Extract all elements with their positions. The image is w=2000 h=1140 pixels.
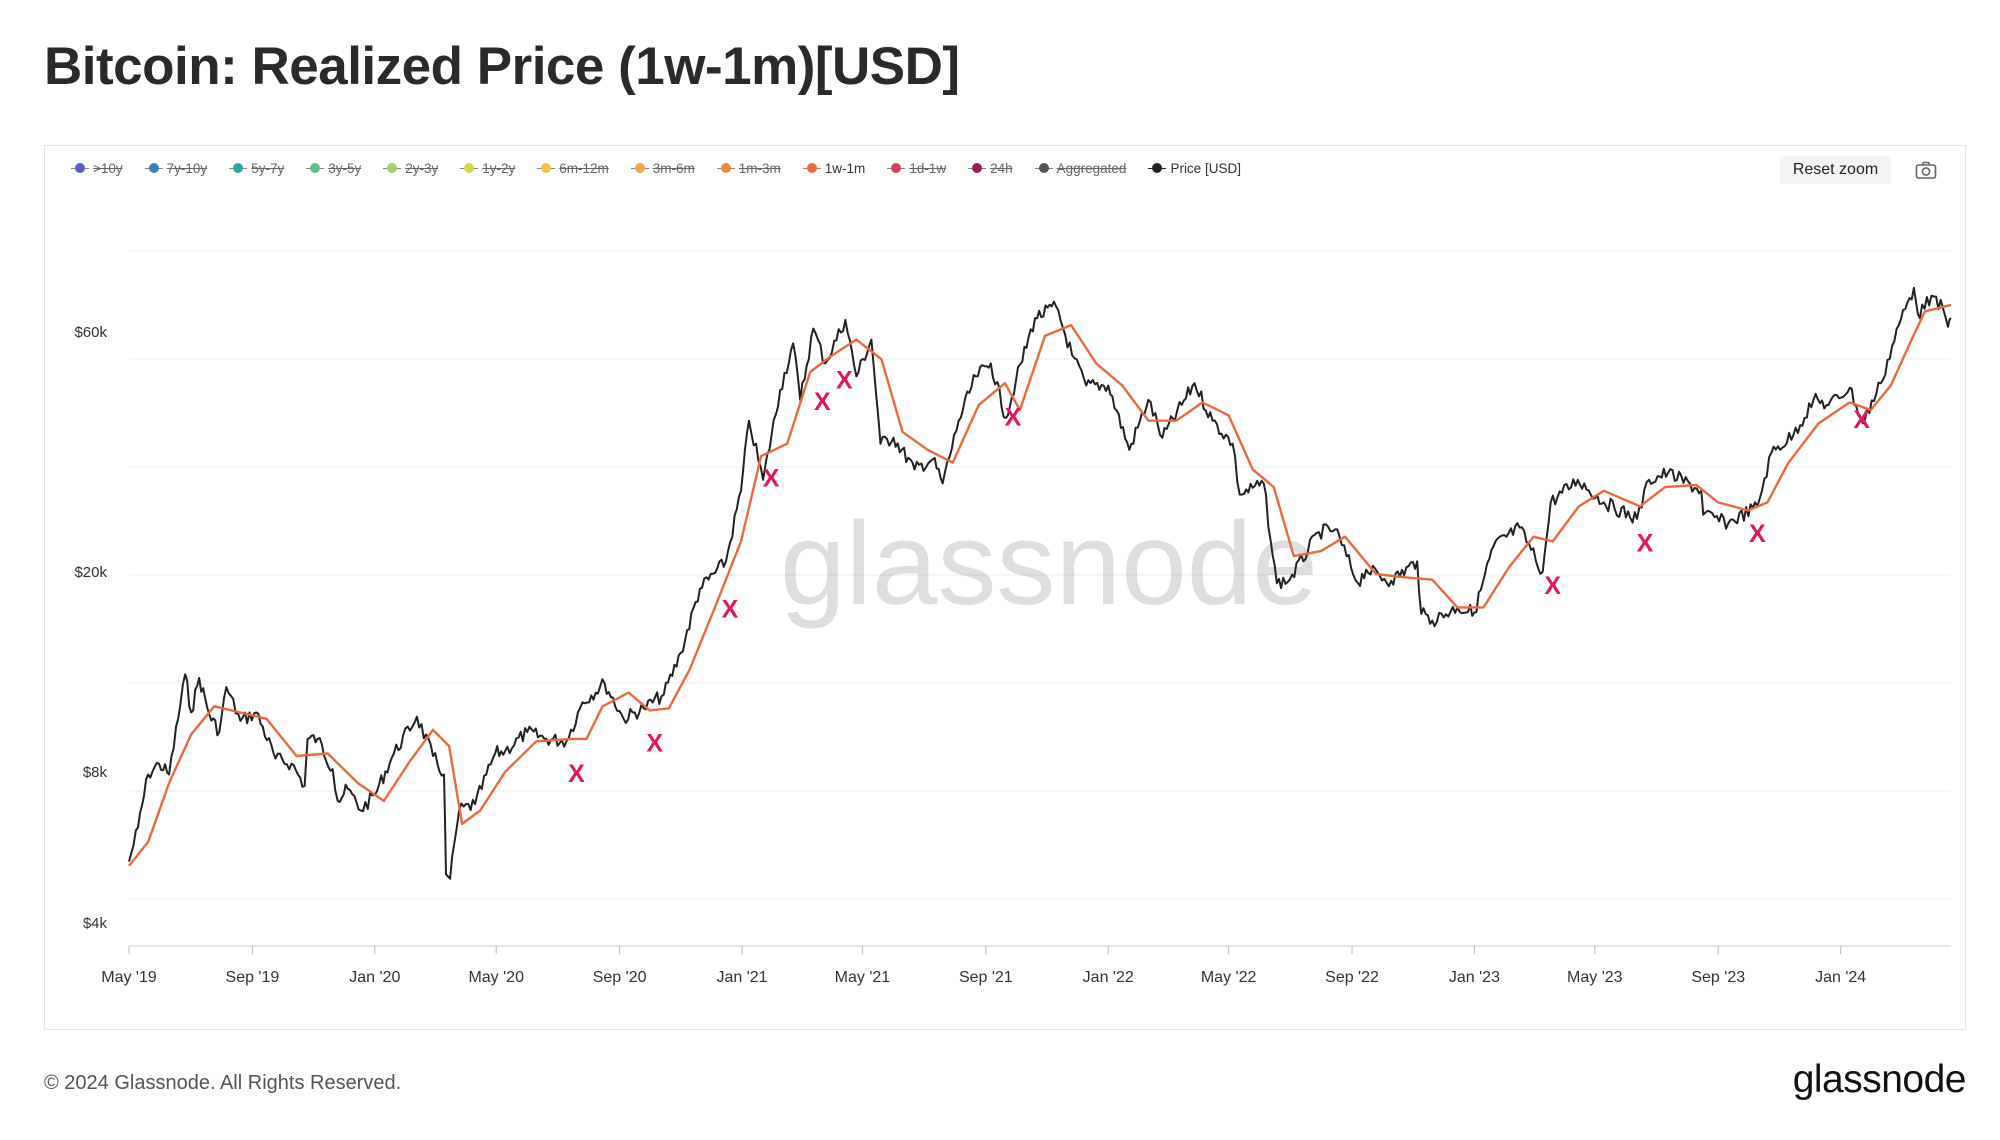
legend-label: 1d-1w — [909, 160, 947, 176]
reset-zoom-button[interactable]: Reset zoom — [1780, 156, 1891, 184]
legend-item-aggregated[interactable]: Aggregated — [1034, 160, 1127, 176]
legend-label: 2y-3y — [405, 160, 439, 176]
legend-label: >10y — [93, 160, 123, 176]
camera-icon[interactable] — [1915, 160, 1937, 180]
legend-marker-icon — [460, 162, 479, 174]
legend-marker-icon — [630, 162, 649, 174]
x-tick-label: May '22 — [1201, 969, 1257, 986]
legend: >10y 7y-10y 5y-7y 3y-5y 2y-3y 1y-2y 6m-12m 3m-6… — [71, 156, 1263, 180]
annotation-marker: X — [646, 729, 663, 757]
annotation-marker: X — [1005, 403, 1022, 431]
y-tick-label: $20k — [74, 564, 107, 581]
annotation-marker: X — [1637, 529, 1654, 557]
x-tick-label: Jan '20 — [349, 969, 400, 986]
x-tick-label: Jan '22 — [1083, 969, 1134, 986]
legend-label: 1m-3m — [738, 160, 781, 176]
legend-label: 7y-10y — [166, 160, 208, 176]
legend-label: 3y-5y — [328, 160, 362, 176]
x-tick-label: Sep '21 — [959, 969, 1013, 986]
legend-label: 1w-1m — [824, 160, 866, 176]
legend-item-3y-5y[interactable]: 3y-5y — [306, 161, 361, 176]
x-tick-label: Sep '22 — [1325, 969, 1379, 986]
footer-copyright: © 2024 Glassnode. All Rights Reserved. — [44, 1072, 402, 1094]
legend-label: Price [USD] — [1170, 160, 1241, 176]
y-tick-label: $8k — [83, 764, 108, 781]
legend-item-7y-10y[interactable]: 7y-10y — [144, 160, 208, 176]
legend-marker-icon — [229, 162, 248, 174]
legend-marker-icon — [968, 162, 987, 174]
x-tick-label: Sep '20 — [593, 969, 647, 986]
x-tick-label: Sep '19 — [226, 969, 280, 986]
legend-label: 1y-2y — [482, 160, 516, 176]
annotation-marker: X — [1853, 406, 1870, 434]
x-tick-label: May '21 — [835, 969, 891, 986]
legend-label: 3m-6m — [652, 160, 695, 176]
realized-price-1w-1m-line[interactable] — [128, 303, 1952, 867]
legend-item-1m-3m[interactable]: 1m-3m — [716, 160, 781, 176]
legend-item-10y[interactable]: >10y — [71, 161, 123, 176]
series — [128, 286, 1952, 880]
annotation-marker: X — [1544, 572, 1561, 600]
x-tick-label: Jan '23 — [1449, 969, 1500, 986]
grid — [129, 250, 1951, 900]
watermark: glassnode — [780, 498, 1318, 630]
x-tick-label: Jan '21 — [716, 969, 767, 986]
legend-label: 6m-12m — [559, 160, 609, 176]
legend-marker-icon — [383, 162, 402, 174]
x-tick-label: Sep '23 — [1691, 969, 1745, 986]
annotation-marker: X — [568, 760, 585, 788]
footer-logo[interactable]: glassnode — [1792, 1058, 1967, 1101]
legend-item-price-usd[interactable]: Price [USD] — [1148, 161, 1241, 176]
legend-marker-icon — [716, 162, 735, 174]
annotation-marker: X — [722, 595, 739, 623]
legend-item-1d-1w[interactable]: 1d-1w — [887, 161, 946, 176]
x-tick-label: May '19 — [101, 969, 157, 986]
annotation-marker: X — [1749, 520, 1766, 548]
annotation-marker: X — [814, 388, 831, 416]
x-tick-label: Jan '24 — [1815, 969, 1866, 986]
x-tick-label: May '23 — [1567, 969, 1623, 986]
legend-item-1y-2y[interactable]: 1y-2y — [460, 161, 515, 176]
legend-item-2y-3y[interactable]: 2y-3y — [383, 161, 438, 176]
annotation-marker: X — [763, 464, 780, 492]
y-tick-label: $60k — [74, 324, 107, 341]
price-line[interactable] — [128, 286, 1952, 880]
legend-label: 5y-7y — [251, 160, 285, 176]
legend-item-24h[interactable]: 24h — [968, 161, 1013, 176]
legend-item-5y-7y[interactable]: 5y-7y — [229, 161, 284, 176]
legend-item-3m-6m[interactable]: 3m-6m — [630, 160, 695, 176]
legend-marker-icon — [887, 162, 906, 174]
legend-marker-icon — [71, 162, 89, 174]
legend-marker-icon — [1148, 162, 1167, 174]
legend-label: 24h — [990, 160, 1013, 176]
y-tick-label: $4k — [83, 915, 108, 932]
legend-marker-icon — [306, 162, 325, 174]
legend-item-6m-12m[interactable]: 6m-12m — [537, 161, 609, 176]
legend-marker-icon — [537, 162, 556, 174]
legend-marker-icon — [144, 162, 163, 174]
chart-panel: >10y 7y-10y 5y-7y 3y-5y 2y-3y 1y-2y 6m-12m 3m-6… — [44, 145, 1966, 1030]
legend-marker-icon — [1034, 162, 1053, 174]
legend-label: Aggregated — [1056, 160, 1127, 176]
axes: $4k $8k $20k $60k May '19 Sep '19 Jan '20 May '… — [74, 324, 1951, 986]
legend-marker-icon — [802, 162, 821, 174]
chart-title: Bitcoin: Realized Price (1w-1m)[USD] — [44, 37, 960, 96]
legend-item-1w-1m[interactable]: 1w-1m — [802, 160, 866, 176]
annotation-marker: X — [836, 367, 853, 395]
x-tick-label: May '20 — [468, 969, 524, 986]
